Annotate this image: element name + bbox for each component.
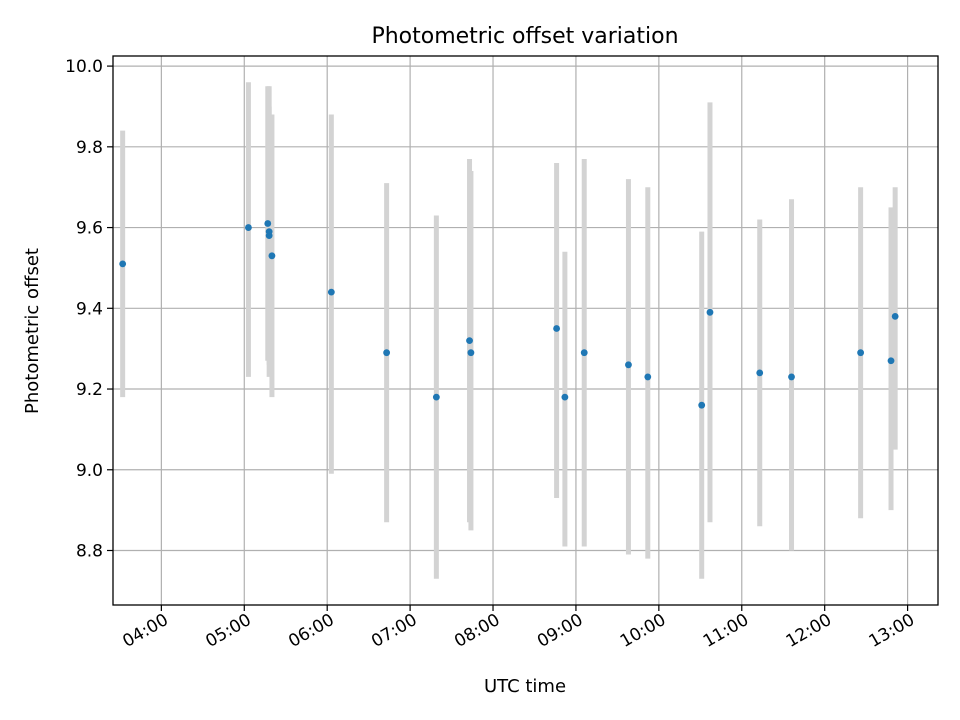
- data-point: [466, 337, 473, 344]
- x-tick-label: 11:00: [700, 610, 752, 652]
- y-axis-label: Photometric offset: [22, 248, 43, 414]
- y-tick-label: 8.8: [76, 542, 103, 562]
- data-point: [644, 373, 652, 381]
- y-tick-label: 9.4: [76, 299, 103, 319]
- x-tick-label: 13:00: [866, 610, 918, 652]
- data-point: [561, 393, 569, 401]
- data-point: [264, 220, 272, 227]
- data-point: [891, 312, 899, 320]
- x-tick-label: 12:00: [783, 610, 835, 652]
- x-tick-label: 06:00: [285, 610, 337, 652]
- x-tick-label: 10:00: [617, 610, 669, 652]
- data-point: [887, 357, 895, 365]
- x-tick-label: 09:00: [534, 610, 586, 652]
- y-tick-label: 9.8: [76, 138, 103, 158]
- data-point: [857, 349, 865, 357]
- data-point: [553, 325, 560, 332]
- data-point: [788, 373, 795, 381]
- x-tick-label: 07:00: [368, 610, 420, 652]
- chart-title: Photometric offset variation: [371, 24, 678, 49]
- x-tick-label: 04:00: [119, 610, 171, 652]
- data-point: [580, 349, 588, 357]
- data-point: [383, 349, 391, 357]
- x-axis-ticks: 04:00 05:00 06:00 07:00 08:00 09:00 10:00 11:00…: [119, 605, 918, 652]
- data-point: [327, 288, 335, 296]
- grid: [113, 56, 938, 605]
- y-tick-label: 10.0: [65, 57, 103, 77]
- y-tick-label: 9.6: [76, 219, 103, 239]
- data-point: [268, 252, 276, 260]
- y-axis-ticks: 8.8 9.0 9.2 9.4 9.6 9.8 10.0: [65, 57, 113, 562]
- data-point: [265, 232, 273, 240]
- data-point: [467, 349, 475, 357]
- x-axis-label: UTC time: [484, 676, 566, 697]
- x-tick-label: 08:00: [451, 610, 503, 652]
- data-point: [245, 224, 252, 231]
- data-point: [756, 369, 764, 377]
- error-bars: [120, 82, 898, 579]
- y-tick-label: 9.0: [76, 461, 103, 481]
- data-points: [119, 220, 899, 409]
- data-point: [432, 393, 440, 401]
- data-point: [706, 308, 714, 316]
- plot-frame: [112, 55, 939, 606]
- data-point: [119, 260, 127, 268]
- data-point: [625, 361, 632, 369]
- data-point: [698, 401, 706, 409]
- x-tick-label: 05:00: [202, 610, 254, 652]
- y-tick-label: 9.2: [76, 380, 103, 400]
